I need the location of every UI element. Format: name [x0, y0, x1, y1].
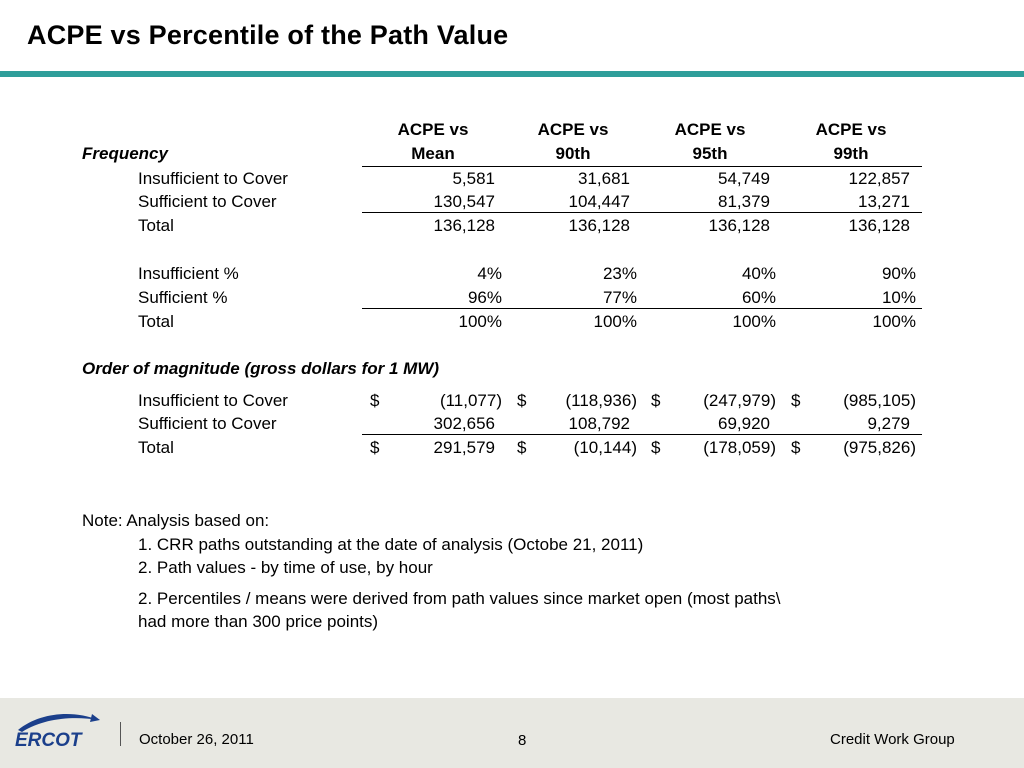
- table-cell: 31,681: [578, 169, 630, 188]
- table-cell: 60%: [741, 288, 776, 307]
- table-cell: 69,920: [718, 414, 770, 433]
- table-cell: 136,128: [848, 216, 910, 235]
- title-divider: [0, 71, 1024, 77]
- table-cell: 104,447: [568, 192, 630, 211]
- slide-title: ACPE vs Percentile of the Path Value: [27, 20, 509, 50]
- table-cell: 100%: [458, 312, 502, 331]
- note-item: 2. Percentiles / means were derived from…: [138, 589, 781, 608]
- table-cell: 5,581: [452, 169, 495, 188]
- table-cell: 10%: [881, 288, 916, 307]
- row-label: Insufficient to Cover: [138, 169, 288, 188]
- ercot-logo: ERCOT: [15, 714, 100, 751]
- footer-separator: [120, 722, 121, 746]
- row-label: Insufficient to Cover: [138, 391, 288, 410]
- table-cell: 100%: [732, 312, 776, 331]
- row-label: Insufficient %: [138, 264, 239, 283]
- table-cell: (11,077): [439, 391, 502, 410]
- ercot-logo-text: ERCOT: [15, 730, 83, 751]
- note-item: 1. CRR paths outstanding at the date of …: [138, 535, 644, 554]
- row-label: Total: [138, 312, 174, 331]
- row-label: Total: [138, 438, 174, 457]
- subtotal-underline: [362, 434, 922, 435]
- table-cell: (178,059): [703, 438, 776, 457]
- table-cell: 100%: [872, 312, 916, 331]
- row-label: Sufficient to Cover: [138, 192, 277, 211]
- table-cell: 136,128: [433, 216, 495, 235]
- table-cell: 136,128: [568, 216, 630, 235]
- footer-group: Credit Work Group: [830, 731, 955, 748]
- magnitude-heading: Order of magnitude (gross dollars for 1 …: [82, 359, 440, 378]
- col-header-99th-line2: 99th: [833, 144, 869, 163]
- table-cell: 291,579: [433, 438, 495, 457]
- dollar-sign: $: [651, 391, 661, 410]
- row-label: Sufficient %: [138, 288, 228, 307]
- table-cell: (247,979): [703, 391, 776, 410]
- row-label: Total: [138, 216, 174, 235]
- table-cell: 4%: [477, 264, 502, 283]
- row-label: Sufficient to Cover: [138, 414, 277, 433]
- dollar-sign: $: [791, 438, 801, 457]
- col-header-90th-line1: ACPE vs: [537, 120, 609, 139]
- table-cell: 23%: [602, 264, 637, 283]
- table-cell: 96%: [467, 288, 502, 307]
- col-header-95th-line1: ACPE vs: [674, 120, 746, 139]
- table-cell: 302,656: [433, 414, 495, 433]
- table-cell: 122,857: [848, 169, 910, 188]
- frequency-heading: Frequency: [82, 144, 168, 163]
- table-cell: (975,826): [843, 438, 916, 457]
- col-header-mean-line2: Mean: [411, 144, 455, 163]
- table-cell: (985,105): [843, 391, 916, 410]
- header-underline: [362, 166, 922, 167]
- table-cell: 130,547: [433, 192, 495, 211]
- table-cell: 81,379: [718, 192, 770, 211]
- table-cell: (10,144): [573, 438, 637, 457]
- col-header-90th-line2: 90th: [555, 144, 591, 163]
- page-number: 8: [518, 732, 527, 749]
- table-cell: 54,749: [718, 169, 770, 188]
- note-item: had more than 300 price points): [138, 612, 379, 631]
- col-header-mean-line1: ACPE vs: [397, 120, 469, 139]
- dollar-sign: $: [651, 438, 661, 457]
- table-cell: 90%: [881, 264, 916, 283]
- subtotal-underline: [362, 308, 922, 309]
- footer-date: October 26, 2011: [139, 731, 254, 748]
- table-cell: 108,792: [568, 414, 630, 433]
- table-cell: 77%: [602, 288, 637, 307]
- dollar-sign: $: [517, 391, 527, 410]
- table-cell: 100%: [593, 312, 637, 331]
- subtotal-underline: [362, 212, 922, 213]
- table-cell: 9,279: [867, 414, 910, 433]
- table-cell: 40%: [741, 264, 776, 283]
- dollar-sign: $: [791, 391, 801, 410]
- table-cell: (118,936): [565, 391, 637, 410]
- col-header-99th-line1: ACPE vs: [815, 120, 887, 139]
- dollar-sign: $: [370, 438, 380, 457]
- dollar-sign: $: [517, 438, 527, 457]
- col-header-95th-line2: 95th: [692, 144, 728, 163]
- table-cell: 136,128: [708, 216, 770, 235]
- note-intro: Note: Analysis based on:: [82, 511, 270, 530]
- table-cell: 13,271: [858, 192, 910, 211]
- footer-bar: [0, 698, 1024, 768]
- dollar-sign: $: [370, 391, 380, 410]
- note-item: 2. Path values - by time of use, by hour: [138, 558, 433, 577]
